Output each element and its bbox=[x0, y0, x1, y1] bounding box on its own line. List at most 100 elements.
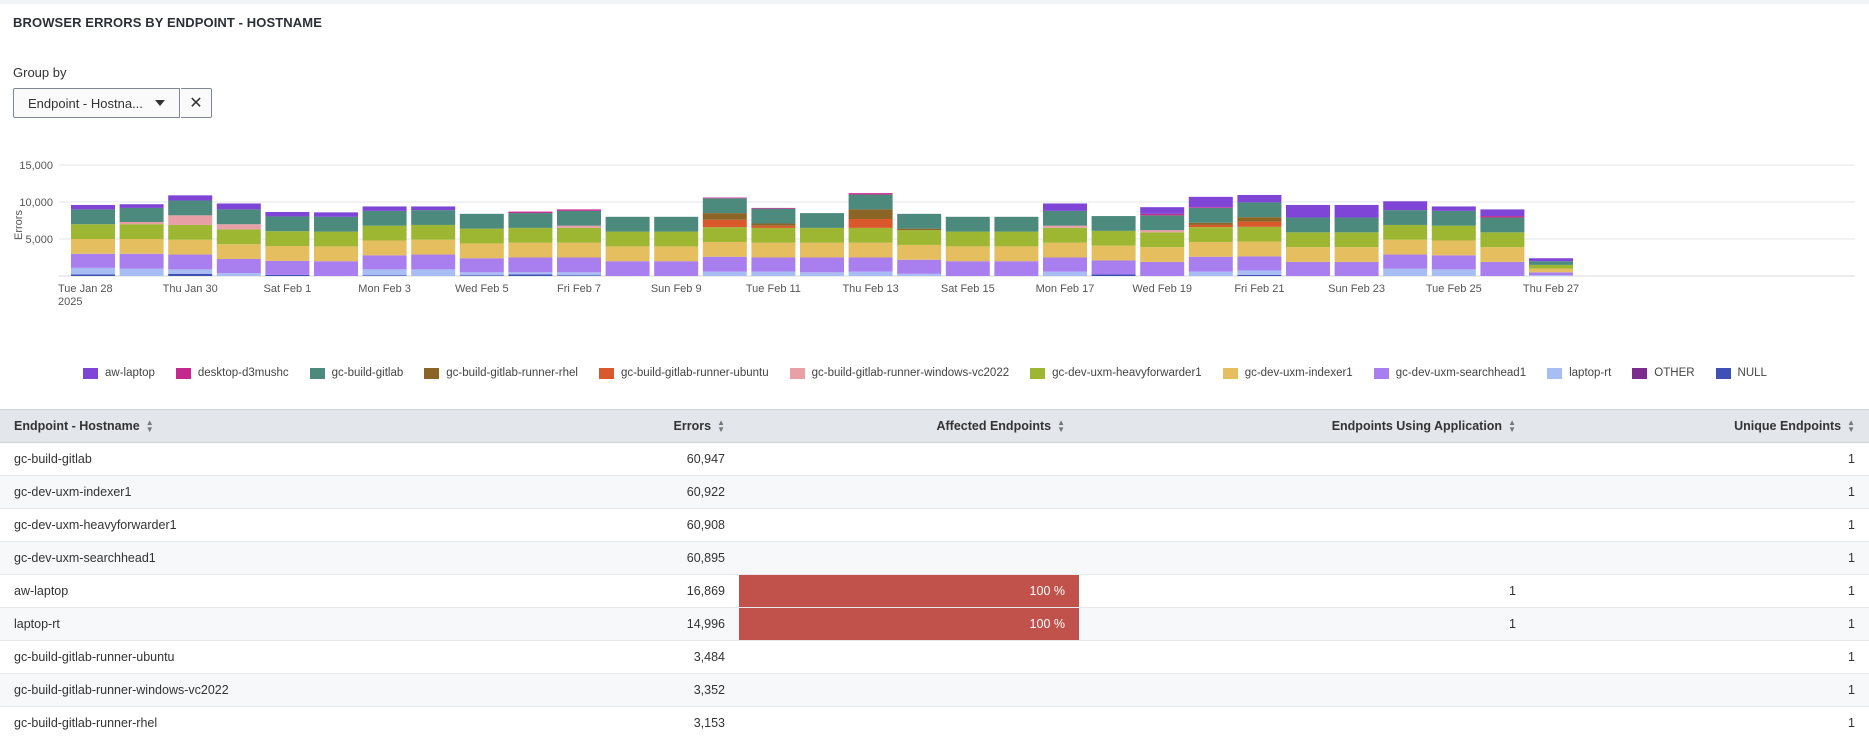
bar-segment[interactable] bbox=[119, 239, 164, 254]
bar-stack[interactable] bbox=[362, 206, 407, 276]
bar-segment[interactable] bbox=[1188, 271, 1233, 276]
bar-segment[interactable] bbox=[411, 224, 456, 240]
bar-segment[interactable] bbox=[508, 213, 553, 228]
bar-segment[interactable] bbox=[1529, 268, 1573, 273]
bar-segment[interactable] bbox=[751, 242, 796, 258]
bar-segment[interactable] bbox=[1529, 258, 1573, 262]
bar-segment[interactable] bbox=[1043, 257, 1087, 272]
legend-item[interactable]: NULL bbox=[1715, 367, 1767, 379]
bar-segment[interactable] bbox=[1480, 247, 1525, 262]
bar-stack[interactable] bbox=[265, 211, 310, 276]
bar-segment[interactable] bbox=[994, 246, 1039, 262]
bar-segment[interactable] bbox=[314, 246, 358, 262]
bar-segment[interactable] bbox=[605, 216, 650, 232]
bar-segment[interactable] bbox=[168, 215, 213, 225]
bar-segment[interactable] bbox=[751, 223, 796, 226]
bar-segment[interactable] bbox=[1431, 269, 1476, 276]
bar-segment[interactable] bbox=[945, 246, 990, 262]
bar-segment[interactable] bbox=[848, 194, 893, 210]
bar-segment[interactable] bbox=[1529, 264, 1573, 269]
bar-segment[interactable] bbox=[654, 216, 699, 232]
bar-segment[interactable] bbox=[848, 257, 893, 272]
bar-segment[interactable] bbox=[1237, 202, 1282, 218]
clear-group-by-button[interactable]: ✕ bbox=[181, 88, 212, 118]
legend-item[interactable]: gc-dev-uxm-indexer1 bbox=[1222, 367, 1353, 379]
bar-stack[interactable] bbox=[557, 209, 601, 276]
bar-segment[interactable] bbox=[702, 271, 747, 276]
bar-segment[interactable] bbox=[557, 209, 601, 211]
bar-segment[interactable] bbox=[848, 227, 893, 243]
bar-segment[interactable] bbox=[1237, 217, 1282, 222]
bar-segment[interactable] bbox=[119, 221, 164, 225]
bar-segment[interactable] bbox=[1286, 247, 1330, 262]
bar-segment[interactable] bbox=[1480, 216, 1525, 218]
bar-segment[interactable] bbox=[1140, 230, 1185, 233]
bar-segment[interactable] bbox=[945, 261, 990, 276]
legend-item[interactable]: OTHER bbox=[1632, 367, 1695, 379]
bar-segment[interactable] bbox=[1286, 232, 1330, 248]
bar-segment[interactable] bbox=[1043, 203, 1087, 211]
bar-segment[interactable] bbox=[1383, 224, 1428, 240]
bar-segment[interactable] bbox=[459, 258, 504, 273]
bar-stack[interactable] bbox=[1188, 196, 1233, 276]
bar-segment[interactable] bbox=[1091, 260, 1136, 275]
bar-segment[interactable] bbox=[800, 242, 844, 258]
bar-segment[interactable] bbox=[265, 211, 310, 217]
bar-segment[interactable] bbox=[557, 225, 601, 228]
bar-segment[interactable] bbox=[1431, 225, 1476, 241]
bar-stack[interactable] bbox=[71, 204, 115, 276]
legend-item[interactable]: aw-laptop bbox=[83, 367, 155, 379]
bar-segment[interactable] bbox=[216, 229, 261, 245]
bar-segment[interactable] bbox=[216, 203, 261, 210]
bar-stack[interactable] bbox=[654, 216, 699, 276]
bar-stack[interactable] bbox=[1286, 204, 1330, 276]
bar-segment[interactable] bbox=[1383, 254, 1428, 269]
bar-segment[interactable] bbox=[265, 274, 310, 276]
bar-segment[interactable] bbox=[751, 227, 796, 243]
bar-segment[interactable] bbox=[119, 253, 164, 269]
bar-stack[interactable] bbox=[459, 213, 504, 276]
bar-segment[interactable] bbox=[1043, 227, 1087, 243]
bar-segment[interactable] bbox=[1188, 224, 1233, 228]
bar-segment[interactable] bbox=[605, 261, 650, 276]
bar-segment[interactable] bbox=[1043, 225, 1087, 228]
bar-segment[interactable] bbox=[411, 269, 456, 276]
bar-segment[interactable] bbox=[362, 275, 407, 276]
bar-stack[interactable] bbox=[1237, 194, 1282, 276]
bar-segment[interactable] bbox=[702, 227, 747, 242]
bar-segment[interactable] bbox=[1334, 261, 1379, 276]
bar-segment[interactable] bbox=[702, 256, 747, 272]
table-row[interactable]: gc-dev-uxm-heavyforwarder1 60,908 1 bbox=[0, 508, 1869, 542]
bar-stack[interactable] bbox=[1043, 203, 1087, 276]
bar-segment[interactable] bbox=[1286, 261, 1330, 276]
bar-segment[interactable] bbox=[362, 206, 407, 211]
table-row[interactable]: gc-build-gitlab-runner-rhel 3,153 1 bbox=[0, 706, 1869, 738]
bar-segment[interactable] bbox=[1237, 256, 1282, 271]
bar-segment[interactable] bbox=[1091, 245, 1136, 261]
table-row[interactable]: gc-build-gitlab-runner-ubuntu 3,484 1 bbox=[0, 640, 1869, 674]
legend-item[interactable]: gc-dev-uxm-searchhead1 bbox=[1373, 367, 1526, 379]
bar-segment[interactable] bbox=[557, 242, 601, 258]
bar-segment[interactable] bbox=[1431, 206, 1476, 211]
bar-segment[interactable] bbox=[800, 257, 844, 273]
bar-stack[interactable] bbox=[508, 211, 553, 276]
bar-segment[interactable] bbox=[119, 268, 164, 276]
bar-segment[interactable] bbox=[119, 204, 164, 208]
bar-segment[interactable] bbox=[216, 224, 261, 230]
column-header[interactable]: Unique Endpoints ▲ ▼ bbox=[1530, 409, 1869, 443]
bar-segment[interactable] bbox=[1383, 210, 1428, 225]
bar-segment[interactable] bbox=[1237, 241, 1282, 257]
bar-segment[interactable] bbox=[1286, 204, 1330, 218]
bar-segment[interactable] bbox=[216, 209, 261, 225]
bar-segment[interactable] bbox=[1043, 242, 1087, 258]
bar-segment[interactable] bbox=[1480, 261, 1525, 276]
bar-segment[interactable] bbox=[1529, 275, 1573, 276]
bar-segment[interactable] bbox=[751, 207, 796, 209]
bar-segment[interactable] bbox=[557, 275, 601, 276]
bar-segment[interactable] bbox=[848, 271, 893, 276]
table-row[interactable]: laptop-rt 14,996 100 % 1 1 bbox=[0, 607, 1869, 641]
bar-segment[interactable] bbox=[362, 269, 407, 276]
column-header[interactable]: Errors ▲ ▼ bbox=[245, 409, 739, 443]
bar-segment[interactable] bbox=[168, 200, 213, 216]
legend-item[interactable]: gc-build-gitlab-runner-windows-vc2022 bbox=[789, 367, 1009, 379]
